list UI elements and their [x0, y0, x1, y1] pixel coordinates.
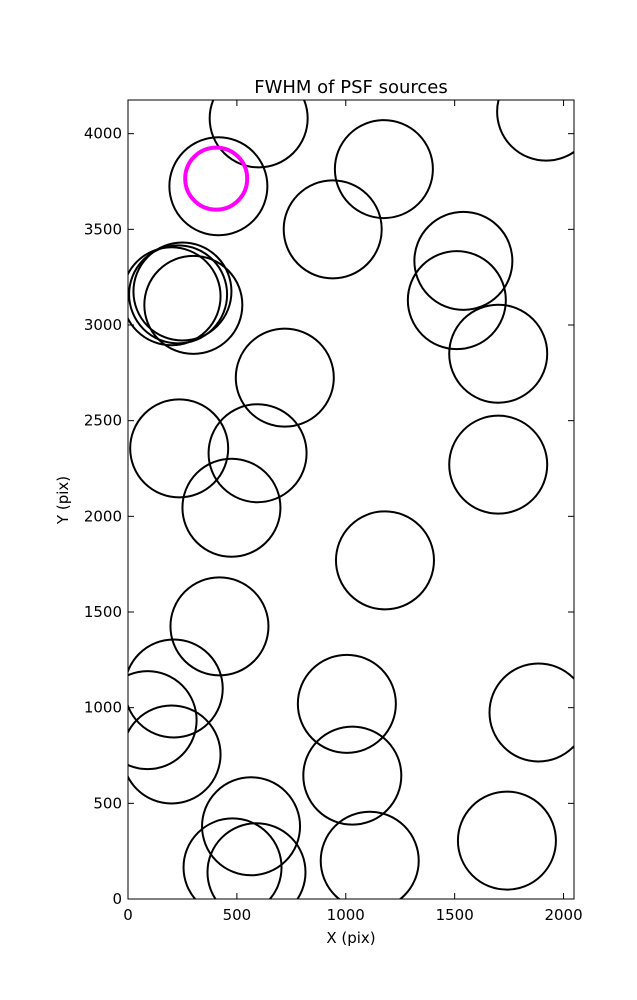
- y-tick-label: 3000: [84, 316, 122, 334]
- y-tick-label: 2500: [84, 412, 122, 430]
- source-marker-7: [406, 250, 507, 351]
- axis-ticks: 0 500 1000 1500 2000 0 500 1000 1500 2000 2500 3000…: [84, 100, 583, 924]
- source-marker-15: [207, 403, 308, 504]
- x-tick-label: 1000: [327, 906, 365, 924]
- source-marker-6: [413, 210, 514, 311]
- x-tick-label: 0: [123, 906, 133, 924]
- source-marker-5: [282, 179, 383, 280]
- source-marker-24: [488, 662, 574, 763]
- source-marker-16: [181, 457, 282, 558]
- source-marker-11: [128, 246, 222, 347]
- y-tick-label: 500: [93, 794, 122, 812]
- source-marker-29: [319, 810, 420, 899]
- x-tick-label: 2000: [544, 906, 582, 924]
- x-tick-label: 500: [223, 906, 252, 924]
- source-marker-18: [334, 510, 435, 611]
- y-tick-label: 1500: [84, 603, 122, 621]
- source-marker-8: [448, 303, 549, 404]
- source-marker-3: [168, 136, 269, 237]
- y-tick-label: 4000: [84, 125, 122, 143]
- source-marker-2: [208, 100, 309, 169]
- source-marker-25: [302, 725, 403, 826]
- source-marker-21: [128, 670, 198, 771]
- source-marker-17: [448, 414, 549, 515]
- y-tick-label: 2000: [84, 507, 122, 525]
- source-marker-14: [129, 398, 230, 499]
- source-marker-26: [201, 776, 302, 877]
- source-marker-19: [169, 576, 270, 677]
- source-marker-13: [234, 327, 335, 428]
- source-marker-27: [182, 817, 283, 899]
- source-marker-20: [128, 638, 224, 739]
- source-marker-28: [206, 822, 307, 899]
- source-marker-12: [143, 254, 244, 355]
- y-axis-label: Y (pix): [54, 476, 72, 525]
- source-marker-4: [333, 119, 434, 220]
- source-marker-1: [496, 100, 574, 162]
- x-axis-label: X (pix): [326, 929, 375, 947]
- y-tick-label: 0: [112, 890, 122, 908]
- highlighted-source-marker: [183, 145, 250, 212]
- chart-marks: [128, 100, 574, 899]
- source-marker-23: [296, 653, 397, 754]
- y-tick-label: 1000: [84, 699, 122, 717]
- x-tick-label: 1500: [436, 906, 474, 924]
- plot-frame: [127, 99, 575, 900]
- source-marker-10: [128, 244, 229, 345]
- source-marker-22: [128, 704, 222, 805]
- source-marker-30: [456, 790, 557, 891]
- y-tick-label: 3500: [84, 220, 122, 238]
- chart-title: FWHM of PSF sources: [254, 77, 448, 98]
- source-marker-9: [132, 241, 233, 342]
